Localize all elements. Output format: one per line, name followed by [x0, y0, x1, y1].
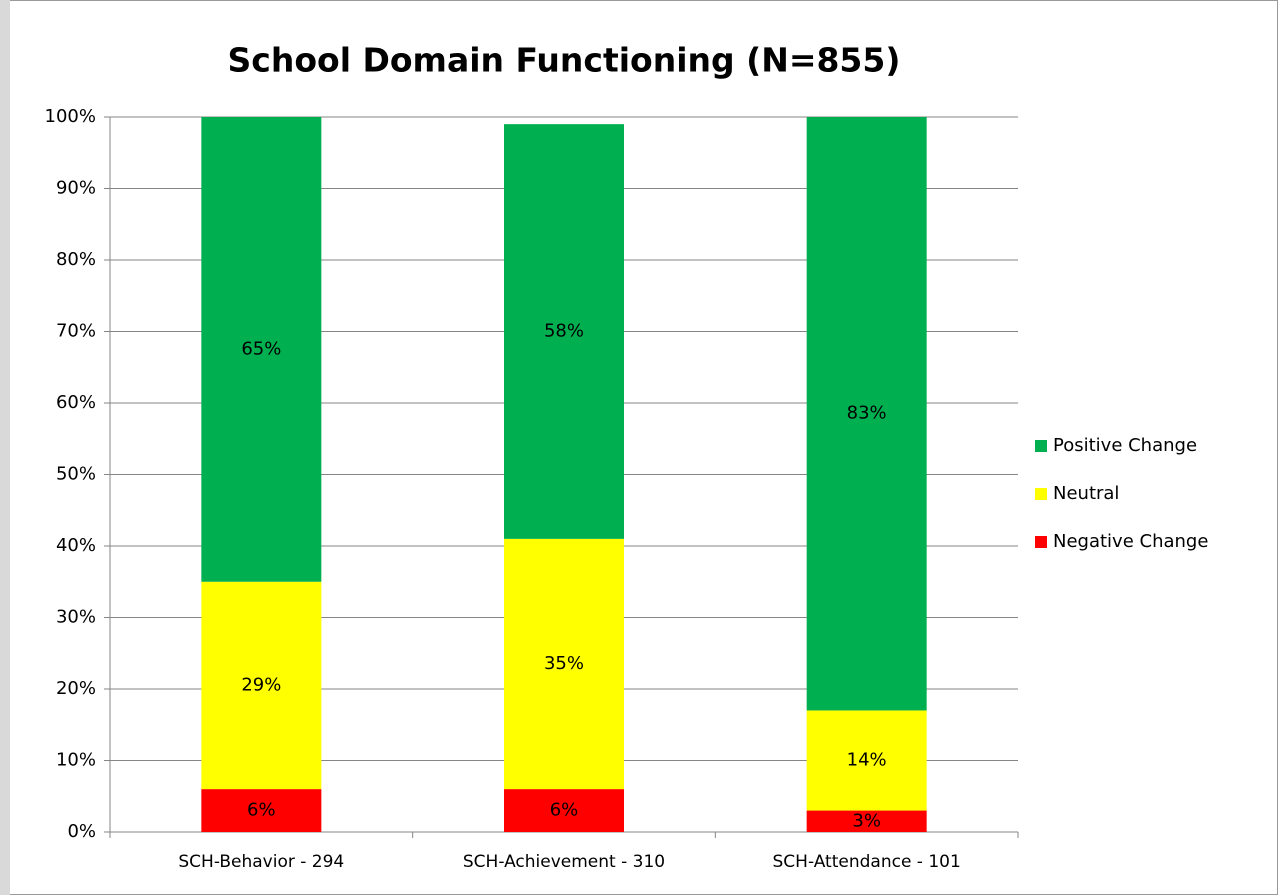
y-tick-label: 100%	[45, 106, 96, 127]
legend-swatch	[1035, 536, 1047, 548]
left-edge	[0, 0, 10, 895]
bar-segment	[504, 538, 624, 790]
bar-segment	[806, 117, 927, 711]
y-tick-label: 60%	[56, 392, 96, 413]
x-tick-label: SCH-Attendance - 101	[773, 852, 961, 872]
chart-title: School Domain Functioning (N=855)	[228, 41, 901, 80]
y-tick-label: 0%	[67, 821, 96, 842]
bar-segment	[201, 789, 322, 832]
data-label: 6%	[247, 800, 276, 821]
bar-segment	[806, 810, 927, 832]
data-label: 3%	[852, 810, 881, 831]
bar-segment	[201, 117, 322, 582]
legend-swatch	[1035, 440, 1047, 452]
x-tick-label: SCH-Behavior - 294	[178, 852, 344, 872]
data-label: 83%	[847, 403, 887, 424]
data-label: 6%	[550, 800, 579, 821]
y-tick-label: 10%	[56, 750, 96, 771]
data-label: 35%	[544, 653, 584, 674]
bar-segment	[806, 710, 927, 811]
data-label: 58%	[544, 321, 584, 342]
x-tick-label: SCH-Achievement - 310	[463, 852, 665, 872]
data-label: 65%	[241, 338, 281, 359]
y-tick-label: 20%	[56, 678, 96, 699]
bar-segment	[504, 789, 624, 832]
bar-segment	[201, 581, 322, 790]
bar-segment	[504, 124, 624, 539]
legend-label: Neutral	[1053, 483, 1119, 504]
y-tick-label: 50%	[56, 464, 96, 485]
y-tick-label: 90%	[56, 178, 96, 199]
legend-swatch	[1035, 488, 1047, 500]
legend-label: Positive Change	[1053, 435, 1197, 456]
y-tick-label: 30%	[56, 607, 96, 628]
y-tick-label: 40%	[56, 535, 96, 556]
data-label: 29%	[241, 674, 281, 695]
y-tick-label: 80%	[56, 249, 96, 270]
legend-label: Negative Change	[1053, 531, 1208, 552]
y-tick-label: 70%	[56, 321, 96, 342]
data-label: 14%	[847, 750, 887, 771]
